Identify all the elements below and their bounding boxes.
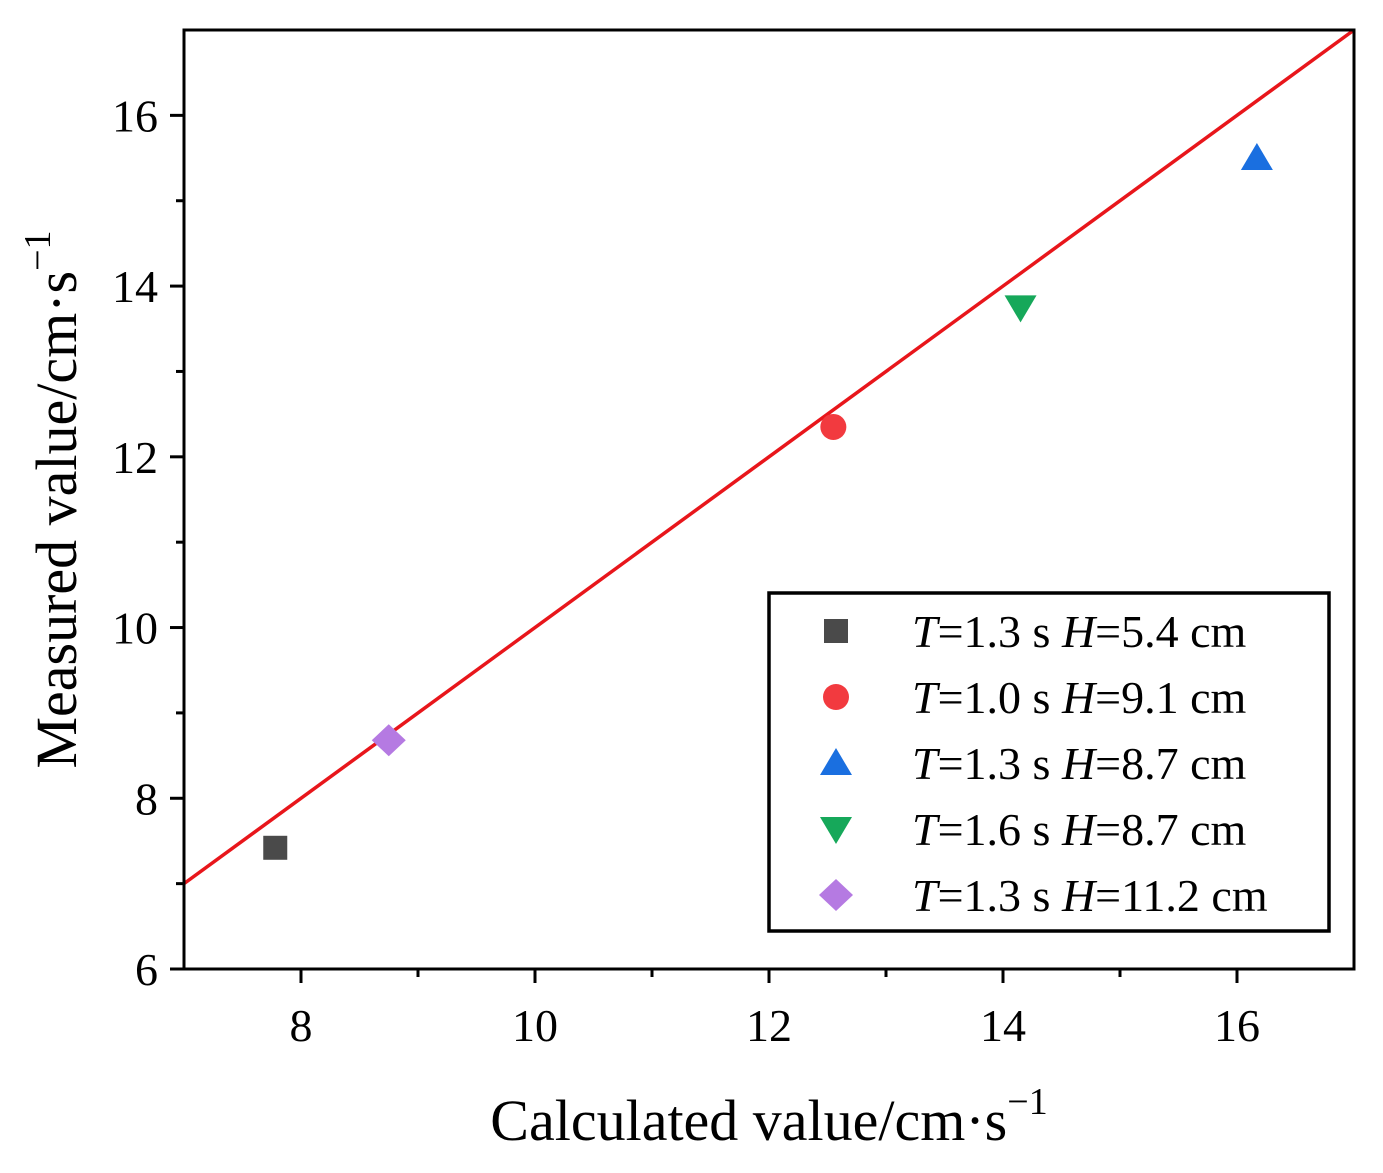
- y-tick-label-6: 6: [135, 944, 158, 995]
- data-point-diamond-4-0: [371, 724, 406, 757]
- legend-label-0: T=1.3 s H=5.4 cm: [912, 606, 1247, 657]
- legend-label-2: T=1.3 s H=8.7 cm: [912, 738, 1247, 789]
- tick-labels: 8 10 12 14 16 6 8 10 12 14 16: [112, 90, 1260, 1051]
- legend-marker-1: [823, 684, 849, 710]
- data-point-triangle-down-3-0: [1004, 295, 1037, 323]
- legend-box: [767, 591, 1331, 933]
- x-tick-label-12: 12: [746, 1000, 792, 1051]
- y-tick-label-8: 8: [135, 773, 158, 824]
- legend: T=1.3 s H=5.4 cm T=1.0 s H=9.1 cm T=1.3 s …: [767, 591, 1331, 933]
- legend-marker-4: [819, 879, 853, 911]
- y-axis-title-superscript: −1: [17, 230, 59, 270]
- x-tick-label-14: 14: [980, 1000, 1026, 1051]
- data-point-square-0-0: [263, 835, 288, 860]
- legend-label-4: T=1.3 s H=11.2 cm: [912, 870, 1268, 921]
- legend-label-3: T=1.6 s H=8.7 cm: [912, 804, 1247, 855]
- y-tick-label-10: 10: [112, 603, 158, 654]
- y-tick-label-12: 12: [112, 432, 158, 483]
- x-tick-label-16: 16: [1214, 1000, 1260, 1051]
- data-point-triangle-up-2-0: [1240, 143, 1273, 171]
- legend-label-1: T=1.0 s H=9.1 cm: [912, 672, 1247, 723]
- plot-frame: [182, 28, 1356, 971]
- y-tick-label-14: 14: [112, 261, 158, 312]
- x-axis-title-superscript: −1: [1007, 1081, 1047, 1123]
- x-tick-label-8: 8: [290, 1000, 313, 1051]
- legend-marker-2: [820, 748, 852, 775]
- legend-marker-3: [820, 817, 852, 844]
- x-tick-label-10: 10: [512, 1000, 558, 1051]
- x-axis-title: Calculated value/cm·s−1: [490, 1081, 1047, 1153]
- data-point-circle-1-0: [820, 413, 847, 440]
- y-axis-title: Measured value/cm·s−1: [17, 230, 89, 768]
- plot-content: [182, 28, 1356, 886]
- y-tick-label-16: 16: [112, 90, 158, 141]
- legend-marker-0: [824, 619, 848, 643]
- data-points: [263, 143, 1273, 860]
